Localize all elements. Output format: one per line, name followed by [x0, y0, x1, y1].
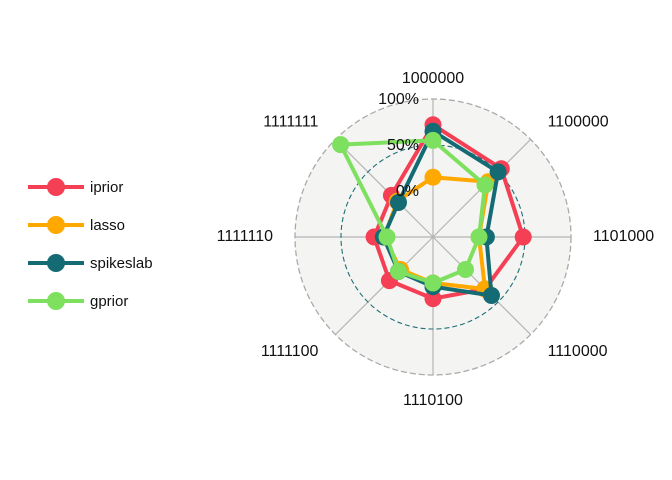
point-lasso-1000000: [424, 168, 442, 186]
point-spikeslab-1100000: [489, 163, 507, 181]
legend-item-spikeslab: spikeslab: [28, 254, 153, 272]
legend-label-spikeslab: spikeslab: [90, 255, 153, 272]
series-layer: [332, 116, 532, 308]
legend-item-lasso: lasso: [28, 216, 125, 234]
axis-labels: 1000000 1100000 1101000 1110000 1110100 11111…: [217, 70, 655, 409]
grid-label-2: 100%: [378, 91, 419, 108]
grid-label-1: 50%: [387, 137, 419, 154]
axis-label-1110000: 1110000: [548, 343, 608, 360]
point-gprior-1111111: [332, 136, 350, 154]
point-gprior-1100000: [476, 176, 494, 194]
series-gprior: [332, 131, 494, 292]
legend-swatch-dot: [47, 292, 65, 310]
legend-label-iprior: iprior: [90, 179, 123, 196]
point-spikeslab-1110000: [483, 287, 500, 304]
axis-label-1100000: 1100000: [548, 114, 609, 131]
axis-label-1110100: 1110100: [403, 392, 463, 409]
legend-swatch-dot: [47, 254, 65, 272]
legend-swatch-dot: [47, 216, 65, 234]
grid-labels: 0% 50% 100%: [378, 91, 419, 200]
legend-item-gprior: gprior: [28, 292, 128, 310]
axis-spoke: [334, 138, 434, 238]
point-gprior-1110100: [424, 274, 442, 292]
point-spikeslab-1111111: [390, 194, 407, 211]
point-gprior-1000000: [424, 131, 442, 149]
point-gprior-1101000: [470, 228, 488, 246]
axis-label-1111100: 1111100: [261, 343, 319, 360]
point-gprior-1110000: [457, 261, 474, 278]
point-gprior-1111100: [390, 263, 407, 280]
legend-label-lasso: lasso: [90, 217, 125, 234]
axis-label-1000000: 1000000: [402, 70, 464, 87]
grid-ring-100: [294, 98, 572, 376]
grid-label-0: 0%: [396, 183, 419, 200]
point-iprior-1101000: [514, 228, 532, 246]
axis-label-1111111: 1111111: [263, 114, 318, 131]
axis-label-1101000: 1101000: [593, 228, 654, 245]
legend-label-gprior: gprior: [90, 293, 128, 310]
axis-label-1111110: 1111110: [217, 228, 273, 245]
point-iprior-1110100: [424, 290, 442, 308]
legend: iprior lasso spikeslab gprior: [28, 178, 153, 310]
point-gprior-1111110: [378, 228, 396, 246]
legend-swatch-dot: [47, 178, 65, 196]
legend-item-iprior: iprior: [28, 178, 123, 196]
